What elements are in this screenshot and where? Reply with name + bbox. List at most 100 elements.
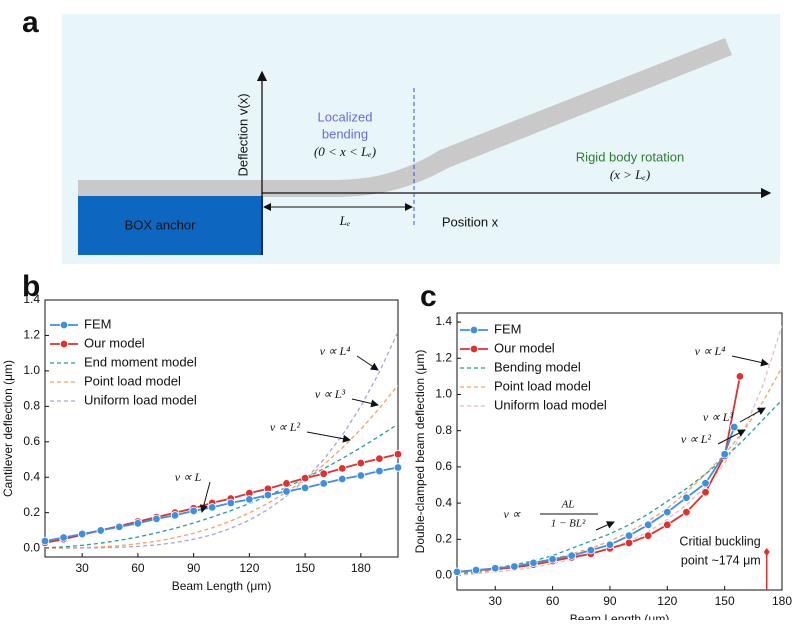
annotation-arrow bbox=[717, 429, 746, 445]
data-point bbox=[115, 522, 124, 532]
data-point bbox=[548, 555, 557, 564]
x-axis-label: Beam Length (μm) bbox=[172, 579, 272, 593]
data-point bbox=[735, 372, 745, 381]
y-tick-label: 0.8 bbox=[23, 399, 40, 413]
x-tick-label: 60 bbox=[546, 594, 560, 608]
length-label: Lₑ bbox=[339, 213, 351, 228]
data-point bbox=[356, 458, 366, 468]
data-point bbox=[393, 463, 403, 472]
buckling-label: point ~174 μm bbox=[681, 553, 761, 567]
annotation: v ∝ L⁴ bbox=[320, 344, 351, 358]
data-point bbox=[663, 520, 672, 530]
x-tick-label: 180 bbox=[772, 594, 792, 608]
data-point bbox=[701, 478, 710, 488]
y-tick-label: 0.6 bbox=[435, 459, 452, 473]
data-point bbox=[567, 551, 576, 560]
data-point bbox=[471, 565, 481, 575]
data-point bbox=[491, 564, 500, 573]
panel-label: a bbox=[22, 6, 39, 39]
y-axis-label: Cantilever deflection (μm) bbox=[1, 360, 15, 497]
legend-label: Point load model bbox=[494, 378, 591, 393]
x-tick-label: 60 bbox=[131, 561, 145, 575]
annotation: v ∝ L² bbox=[270, 420, 301, 434]
annotation: 1 − BL² bbox=[551, 518, 586, 530]
panel-label: c bbox=[420, 280, 437, 313]
x-tick-label: 30 bbox=[75, 561, 89, 575]
anchor-label: BOX anchor bbox=[125, 217, 196, 232]
data-point bbox=[152, 514, 161, 524]
legend-label: Bending model bbox=[494, 359, 581, 374]
y-axis-label: Double-clamped beam deflection (μm) bbox=[413, 350, 427, 554]
x-tick-label: 150 bbox=[295, 561, 315, 575]
annotation-arrow bbox=[356, 355, 379, 371]
x-axis-label: Position x bbox=[442, 214, 499, 229]
y-tick-label: 0.4 bbox=[435, 495, 452, 509]
annotation: v ∝ L⁴ bbox=[695, 344, 726, 358]
legend-label: End moment model bbox=[84, 354, 197, 369]
data-point bbox=[356, 471, 366, 480]
data-point bbox=[720, 450, 729, 459]
data-point bbox=[319, 469, 328, 478]
data-point bbox=[375, 454, 384, 463]
annotation-arrow bbox=[731, 355, 769, 367]
annotation-arrow bbox=[739, 407, 766, 423]
y-tick-label: 1.2 bbox=[23, 328, 40, 342]
legend-label: Uniform load model bbox=[84, 392, 197, 407]
data-point bbox=[624, 538, 634, 548]
data-point bbox=[529, 558, 538, 568]
data-point bbox=[682, 507, 691, 517]
data-point bbox=[730, 422, 739, 432]
annotation: v ∝ L³ bbox=[315, 387, 346, 401]
beam bbox=[78, 38, 732, 197]
legend-marker bbox=[469, 325, 479, 335]
data-point bbox=[375, 466, 384, 476]
x-tick-label: 90 bbox=[187, 561, 201, 575]
data-point bbox=[510, 562, 519, 571]
data-point bbox=[393, 450, 403, 459]
data-point bbox=[605, 540, 615, 549]
data-point bbox=[643, 520, 653, 530]
legend-label: Our model bbox=[494, 340, 555, 355]
x-tick-label: 30 bbox=[489, 594, 503, 608]
data-point bbox=[701, 488, 710, 497]
y-tick-label: 1.4 bbox=[435, 314, 452, 328]
legend-label: Uniform load model bbox=[494, 397, 607, 412]
y-tick-label: 0.0 bbox=[23, 540, 40, 554]
annotation: v ∝ bbox=[504, 507, 521, 521]
y-tick-label: 1.2 bbox=[435, 350, 452, 364]
annotation: v ∝ L² bbox=[681, 432, 712, 446]
data-point bbox=[682, 493, 691, 502]
panel-label: b bbox=[22, 270, 40, 303]
data-point bbox=[338, 474, 347, 484]
data-point bbox=[208, 503, 217, 512]
buckling-point bbox=[763, 547, 770, 556]
box-anchor bbox=[78, 196, 263, 255]
data-point bbox=[77, 529, 87, 539]
x-tick-label: 120 bbox=[657, 594, 677, 608]
local-condition: (0 < x < Lₑ) bbox=[314, 144, 376, 159]
annotation: v ∝ L³ bbox=[703, 410, 734, 424]
y-tick-label: 0.8 bbox=[435, 423, 452, 437]
data-point bbox=[282, 487, 291, 496]
y-tick-label: 0.0 bbox=[435, 568, 452, 582]
data-point bbox=[40, 536, 50, 546]
y-tick-label: 1.0 bbox=[435, 387, 452, 401]
x-tick-label: 150 bbox=[715, 594, 735, 608]
series-line bbox=[45, 423, 398, 549]
data-point bbox=[263, 490, 273, 500]
data-point bbox=[96, 526, 105, 535]
data-point bbox=[586, 545, 596, 555]
plot-frame bbox=[456, 312, 783, 591]
data-point bbox=[300, 483, 310, 493]
legend-label: Our model bbox=[84, 335, 145, 350]
data-point bbox=[226, 498, 235, 508]
y-tick-label: 1.4 bbox=[23, 292, 40, 306]
y-tick-label: 0.4 bbox=[23, 469, 40, 483]
legend-label: FEM bbox=[84, 316, 111, 331]
data-point bbox=[170, 511, 180, 520]
data-point bbox=[300, 473, 310, 483]
annotation: AL bbox=[561, 499, 575, 511]
data-point bbox=[245, 495, 254, 504]
